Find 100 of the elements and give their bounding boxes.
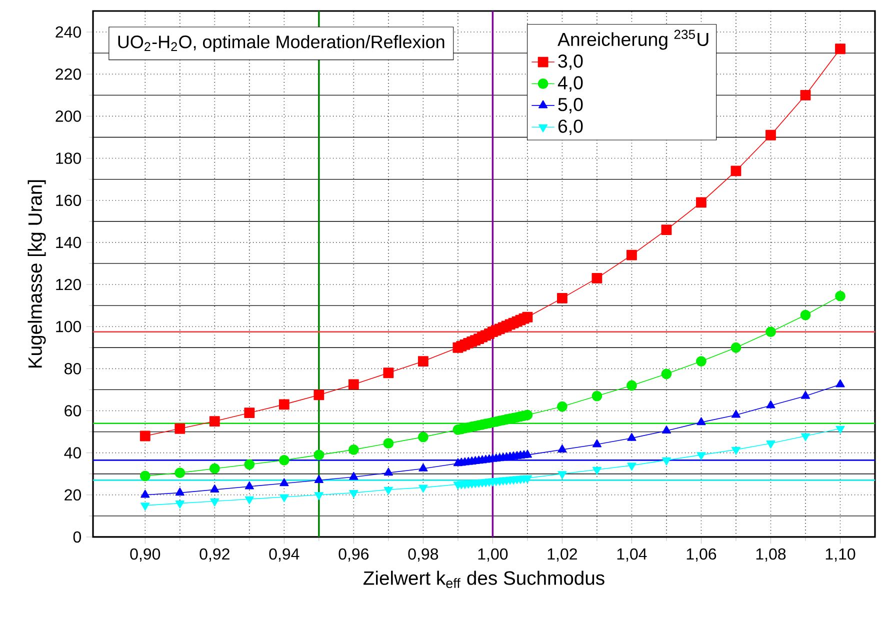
point [280,478,289,486]
point [731,446,741,455]
point [210,498,220,506]
point [836,379,845,388]
y-tick-label: 40 [64,447,82,458]
legend-label: 5,0 [558,98,583,114]
point [696,356,706,367]
point [140,470,150,482]
y-tick-label: 140 [56,236,82,248]
point [384,486,393,495]
point [626,380,637,391]
point [766,326,776,338]
y-tick-label: 100 [56,320,82,332]
point [418,484,428,493]
point [696,452,706,460]
point [592,390,602,402]
point [383,438,394,449]
point [522,312,533,322]
legend-label: 6,0 [558,120,583,136]
point [244,408,255,418]
point [627,462,636,471]
point [384,468,393,476]
x-tick-label: 1,04 [617,548,647,562]
point [696,197,706,208]
point [662,426,672,434]
point [730,342,742,353]
legend-label: 4,0 [558,76,583,92]
point [140,430,150,442]
point [174,468,186,478]
y-tick-label: 60 [64,405,82,416]
point [244,481,254,490]
point [835,44,846,54]
point [244,459,255,470]
point [383,368,394,378]
x-tick-label: 0,92 [200,548,230,562]
point [730,166,742,176]
x-tick-label: 0,94 [269,548,300,562]
point [800,90,811,100]
point [175,500,184,509]
point [280,494,289,502]
point [557,401,568,412]
y-tick-label: 0 [73,531,82,543]
point [696,417,706,426]
point [766,440,776,449]
point [418,463,428,472]
y-tick-label: 180 [56,152,82,164]
point [314,450,324,460]
point [140,490,150,498]
point [174,423,186,434]
point [314,390,324,400]
y-tick-label: 240 [56,26,82,38]
point [800,310,811,320]
point [244,496,254,504]
point [175,488,184,496]
y-tick-label: 220 [56,68,82,80]
x-tick-label: 1,10 [826,548,856,562]
point [661,368,672,380]
y-tick-label: 200 [56,110,82,122]
point [349,472,358,480]
point [766,400,776,408]
x-axis-title: Zielwert k$_{eff}$ des Suchmodus [364,570,604,588]
point [800,433,810,442]
point [418,432,428,442]
x-tick-label: 1,06 [686,548,716,562]
point [418,356,428,367]
point [626,250,637,260]
point [627,432,636,441]
point [558,471,567,480]
x-tick-label: 1,00 [478,548,508,562]
point [209,463,220,474]
point [348,444,359,455]
point [278,454,290,466]
legend-title: Anreicherung $^{235}$U [558,30,708,50]
annotation: UO$_{2}$-H$_{2}$O, optimale Moderation/Reflexion [118,35,444,52]
point [592,466,602,475]
x-tick-label: 0,98 [408,548,438,562]
point [662,457,672,466]
point [835,290,846,302]
point [209,416,220,426]
point [349,490,358,498]
y-tick-label: 80 [64,363,82,374]
point [522,475,532,484]
point [278,399,290,410]
point [140,502,150,511]
x-tick-label: 0,90 [130,548,160,562]
point [592,439,602,448]
point [557,292,568,304]
x-tick-label: 1,02 [548,548,577,562]
point [766,130,776,140]
point [661,224,672,236]
point [800,390,810,399]
x-tick-label: 0,96 [338,548,369,562]
y-tick-label: 20 [64,489,82,501]
y-tick-label: 160 [56,194,82,206]
x-tick-label: 1,08 [756,548,786,562]
point [592,273,602,284]
point [314,492,324,500]
legend-label: 3,0 [558,54,583,70]
point [731,410,741,418]
point [348,379,359,390]
